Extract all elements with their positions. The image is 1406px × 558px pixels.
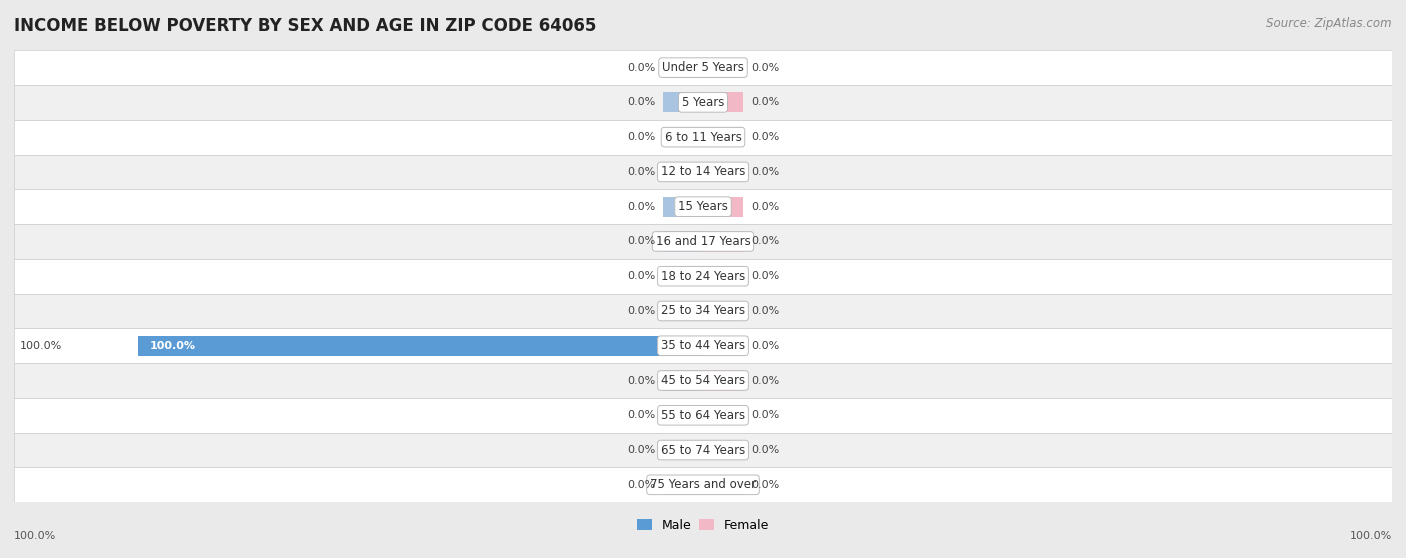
Text: 0.0%: 0.0%: [627, 306, 655, 316]
Bar: [664, 371, 703, 391]
Text: 100.0%: 100.0%: [1350, 531, 1392, 541]
Text: 0.0%: 0.0%: [751, 62, 779, 73]
Bar: [14, 189, 1392, 224]
Bar: [703, 127, 742, 147]
Bar: [14, 398, 1392, 432]
Text: 0.0%: 0.0%: [751, 132, 779, 142]
Text: 55 to 64 Years: 55 to 64 Years: [661, 409, 745, 422]
Text: Source: ZipAtlas.com: Source: ZipAtlas.com: [1267, 17, 1392, 30]
Text: 0.0%: 0.0%: [751, 410, 779, 420]
Bar: [664, 162, 703, 182]
Text: 0.0%: 0.0%: [751, 376, 779, 386]
Text: 0.0%: 0.0%: [751, 167, 779, 177]
Bar: [703, 475, 742, 495]
Bar: [664, 266, 703, 286]
Bar: [664, 127, 703, 147]
Bar: [664, 475, 703, 495]
Text: 0.0%: 0.0%: [627, 132, 655, 142]
Bar: [703, 371, 742, 391]
Bar: [664, 440, 703, 460]
Text: 0.0%: 0.0%: [627, 410, 655, 420]
Text: Under 5 Years: Under 5 Years: [662, 61, 744, 74]
Text: 35 to 44 Years: 35 to 44 Years: [661, 339, 745, 352]
Text: 0.0%: 0.0%: [627, 271, 655, 281]
Text: 25 to 34 Years: 25 to 34 Years: [661, 305, 745, 318]
Text: 100.0%: 100.0%: [20, 341, 62, 351]
Bar: [14, 50, 1392, 85]
Text: 15 Years: 15 Years: [678, 200, 728, 213]
Text: 75 Years and over: 75 Years and over: [650, 478, 756, 491]
Bar: [14, 328, 1392, 363]
Bar: [664, 57, 703, 78]
Text: 45 to 54 Years: 45 to 54 Years: [661, 374, 745, 387]
Bar: [14, 155, 1392, 189]
Bar: [14, 120, 1392, 155]
Text: 0.0%: 0.0%: [627, 201, 655, 211]
Text: 0.0%: 0.0%: [627, 480, 655, 490]
Bar: [703, 301, 742, 321]
Text: 0.0%: 0.0%: [751, 201, 779, 211]
Bar: [703, 405, 742, 425]
Text: 0.0%: 0.0%: [627, 376, 655, 386]
Text: 16 and 17 Years: 16 and 17 Years: [655, 235, 751, 248]
Text: 12 to 14 Years: 12 to 14 Years: [661, 165, 745, 179]
Bar: [664, 405, 703, 425]
Text: 5 Years: 5 Years: [682, 96, 724, 109]
Bar: [703, 92, 742, 113]
Text: 0.0%: 0.0%: [751, 237, 779, 247]
Legend: Male, Female: Male, Female: [631, 513, 775, 537]
Text: 0.0%: 0.0%: [627, 237, 655, 247]
Bar: [664, 196, 703, 217]
Bar: [138, 336, 703, 356]
Text: 0.0%: 0.0%: [627, 445, 655, 455]
Bar: [14, 468, 1392, 502]
Bar: [703, 440, 742, 460]
Text: 0.0%: 0.0%: [751, 341, 779, 351]
Text: 0.0%: 0.0%: [751, 306, 779, 316]
Bar: [703, 266, 742, 286]
Text: 0.0%: 0.0%: [751, 271, 779, 281]
Text: 65 to 74 Years: 65 to 74 Years: [661, 444, 745, 456]
Bar: [14, 363, 1392, 398]
Bar: [14, 259, 1392, 294]
Text: 0.0%: 0.0%: [751, 445, 779, 455]
Bar: [703, 196, 742, 217]
Bar: [664, 92, 703, 113]
Text: 0.0%: 0.0%: [751, 480, 779, 490]
Text: 0.0%: 0.0%: [627, 62, 655, 73]
Bar: [703, 162, 742, 182]
Bar: [703, 336, 742, 356]
Text: 6 to 11 Years: 6 to 11 Years: [665, 131, 741, 143]
Bar: [703, 232, 742, 252]
Bar: [664, 301, 703, 321]
Text: 100.0%: 100.0%: [14, 531, 56, 541]
Bar: [14, 85, 1392, 120]
Bar: [14, 224, 1392, 259]
Bar: [664, 232, 703, 252]
Text: 0.0%: 0.0%: [627, 167, 655, 177]
Text: 0.0%: 0.0%: [751, 98, 779, 107]
Text: 100.0%: 100.0%: [149, 341, 195, 351]
Text: INCOME BELOW POVERTY BY SEX AND AGE IN ZIP CODE 64065: INCOME BELOW POVERTY BY SEX AND AGE IN Z…: [14, 17, 596, 35]
Bar: [703, 57, 742, 78]
Text: 18 to 24 Years: 18 to 24 Years: [661, 270, 745, 283]
Bar: [14, 432, 1392, 468]
Bar: [14, 294, 1392, 328]
Text: 0.0%: 0.0%: [627, 98, 655, 107]
